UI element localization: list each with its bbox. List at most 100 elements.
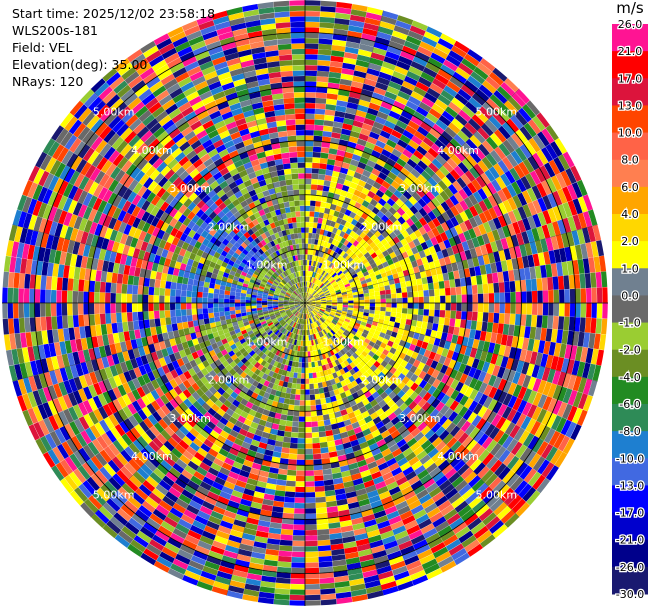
- range-gate: [340, 250, 346, 257]
- range-gate: [451, 262, 459, 272]
- range-gate: [526, 490, 541, 506]
- range-gate: [284, 425, 292, 432]
- range-gate: [305, 389, 310, 395]
- range-gate: [582, 211, 593, 228]
- range-gate: [372, 266, 379, 273]
- range-gate: [356, 363, 363, 370]
- range-gate: [413, 345, 421, 354]
- range-gate: [466, 356, 475, 367]
- range-gate: [593, 256, 601, 273]
- range-gate: [305, 254, 308, 260]
- range-gate: [389, 336, 396, 343]
- range-gate: [295, 481, 305, 487]
- range-gate: [461, 158, 473, 171]
- range-gate: [348, 300, 354, 303]
- range-gate: [413, 446, 424, 456]
- range-gate: [477, 303, 484, 313]
- range-gate: [310, 289, 315, 295]
- range-gate: [149, 319, 156, 328]
- range-gate: [327, 268, 333, 274]
- range-gate: [532, 378, 542, 392]
- range-gate: [395, 287, 402, 294]
- range-gate: [559, 343, 567, 358]
- range-gate: [547, 398, 558, 413]
- range-gate: [362, 220, 370, 228]
- range-gate: [488, 303, 495, 313]
- range-gate: [295, 389, 301, 395]
- range-gate: [348, 164, 358, 172]
- range-gate: [368, 258, 375, 266]
- range-gate: [372, 333, 379, 340]
- range-gate: [527, 435, 540, 450]
- range-gate: [483, 372, 492, 385]
- range-gate: [584, 273, 592, 289]
- range-gate: [323, 265, 329, 272]
- range-gate: [342, 123, 353, 131]
- range-gate: [306, 270, 309, 277]
- range-gate: [390, 180, 401, 190]
- range-gate: [429, 303, 435, 310]
- range-gate: [312, 278, 316, 284]
- range-gate: [596, 287, 603, 303]
- range-gate: [406, 286, 413, 293]
- range-gate: [329, 250, 335, 257]
- range-gate: [559, 289, 565, 303]
- range-gate: [297, 367, 302, 373]
- range-gate: [537, 252, 546, 266]
- range-gate: [337, 306, 343, 309]
- range-gate: [358, 273, 365, 279]
- range-gate: [400, 281, 407, 288]
- range-gate: [539, 425, 551, 441]
- range-gate: [596, 240, 604, 257]
- range-gate: [442, 325, 449, 334]
- range-gate: [330, 176, 339, 183]
- range-gate: [498, 282, 505, 293]
- range-gate: [517, 399, 528, 414]
- range-gate: [545, 446, 558, 462]
- range-gate: [450, 303, 457, 311]
- range-gate: [325, 495, 337, 502]
- range-gate: [439, 404, 450, 416]
- range-gate: [308, 362, 312, 368]
- range-gate: [273, 445, 283, 453]
- range-gate: [317, 54, 331, 61]
- range-gate: [438, 355, 447, 365]
- range-gate: [546, 368, 556, 383]
- range-gate: [312, 448, 321, 454]
- range-gate: [536, 441, 549, 456]
- range-gate: [310, 184, 318, 190]
- range-gate: [341, 259, 347, 265]
- range-gate: [315, 315, 320, 320]
- range-gate: [346, 102, 358, 110]
- range-gate: [293, 529, 305, 536]
- range-gate: [375, 176, 385, 185]
- range-gate: [363, 309, 370, 314]
- range-gate: [550, 355, 559, 370]
- range-gate: [596, 349, 604, 366]
- range-gate: [390, 288, 397, 294]
- range-gate: [567, 184, 578, 200]
- range-gate: [417, 435, 428, 446]
- range-gate: [529, 266, 537, 280]
- range-gate: [485, 352, 493, 363]
- range-gate: [418, 379, 428, 389]
- range-gate: [379, 206, 388, 215]
- range-gate: [305, 281, 308, 287]
- range-gate: [497, 202, 508, 215]
- range-gate: [373, 314, 380, 319]
- range-gate: [352, 240, 360, 247]
- range-gate: [406, 379, 415, 388]
- range-gate: [446, 80, 461, 93]
- range-gate: [335, 332, 341, 338]
- range-gate: [531, 152, 544, 168]
- range-gate: [478, 508, 494, 522]
- range-gate: [452, 180, 463, 192]
- range-gate: [332, 301, 338, 303]
- range-gate: [305, 292, 308, 298]
- range-gate: [341, 289, 347, 294]
- range-gate: [424, 151, 436, 163]
- range-gate: [359, 374, 367, 382]
- range-gate: [340, 326, 346, 332]
- range-gate: [518, 161, 530, 176]
- range-gate: [429, 83, 444, 95]
